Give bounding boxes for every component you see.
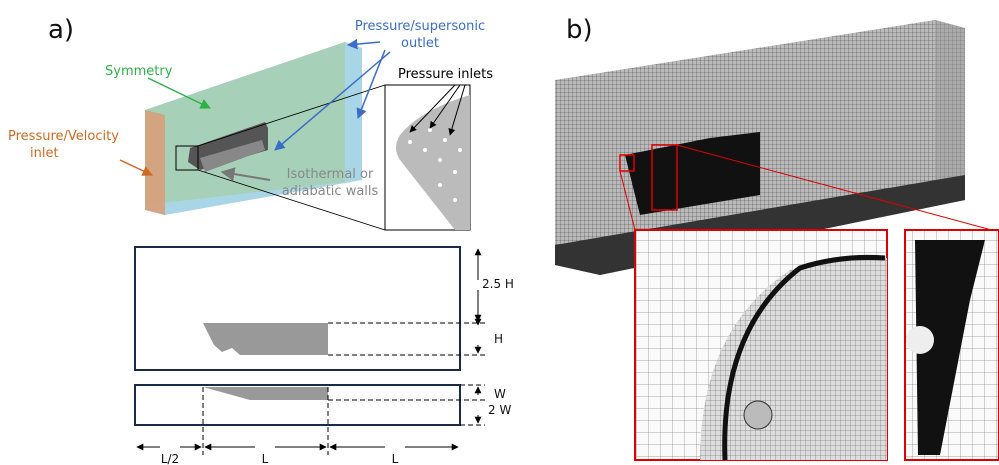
inset (385, 85, 470, 230)
dim-label: 2.5 H (482, 277, 514, 291)
panel-label: b) (566, 15, 593, 45)
dim-label: L/2 (161, 452, 179, 465)
zoom-views (635, 230, 999, 460)
pressure-inlets-label: Pressure inlets (398, 67, 493, 82)
dim-label: L (262, 452, 269, 465)
symmetry-label: Symmetry (105, 64, 173, 79)
domain-3d (145, 42, 385, 230)
dim-label: L (392, 452, 399, 465)
side-view (135, 247, 485, 455)
panel-label: a) (48, 15, 74, 45)
figure: a) Pressure/supersonicoutlet Symmetry Pr… (0, 0, 999, 465)
dim-label: W (494, 387, 506, 401)
dim-label: H (494, 332, 503, 346)
dim-label: 2 W (488, 403, 511, 417)
